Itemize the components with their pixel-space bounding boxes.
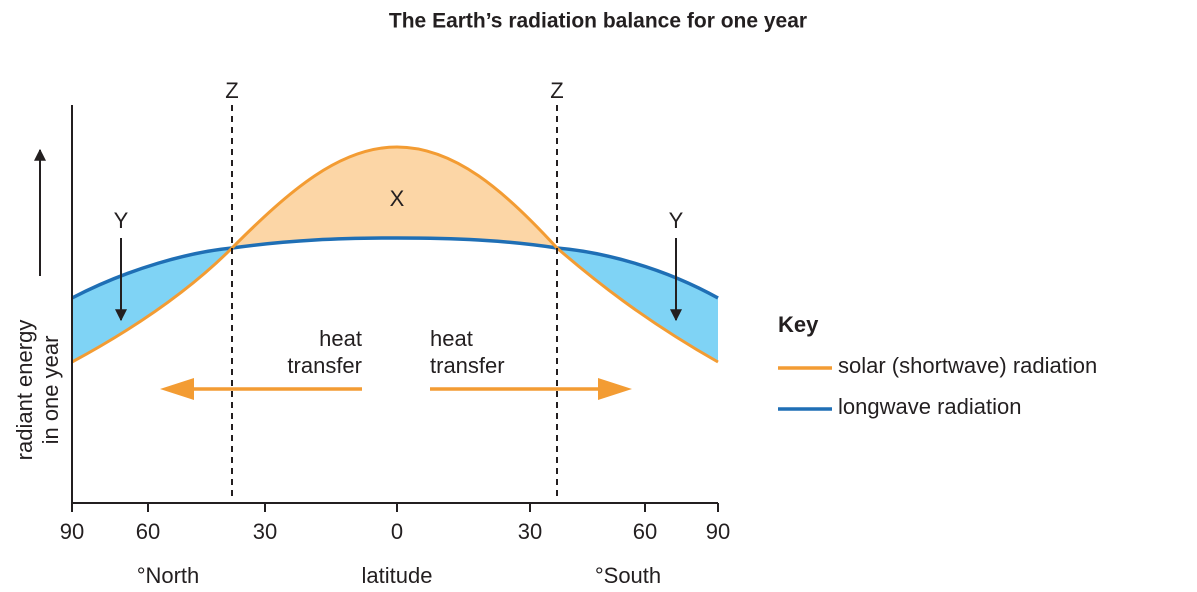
x-label: °South [595,563,661,588]
zone-label: Z [225,78,238,103]
heat-arrowhead [598,378,632,400]
y-axis-label: radiant energy [12,320,37,461]
longwave-curve [71,236,719,300]
zone-label: Z [550,78,563,103]
x-label: °North [137,563,200,588]
key-title: Key [778,312,819,337]
x-tick-label: 0 [391,519,403,544]
surplus-area [232,147,557,248]
x-tick-label: 90 [60,519,84,544]
y-axis-label: in one year [38,336,63,445]
key-label: longwave radiation [838,394,1021,419]
x-tick-label: 30 [253,519,277,544]
deficit-label: Y [114,208,129,233]
heat-transfer-label: heat [430,326,473,351]
deficit-area [557,248,718,362]
heat-transfer-label: transfer [430,353,505,378]
title: The Earth’s radiation balance for one ye… [389,10,807,33]
solar-curve [71,145,719,364]
heat-transfer-label: heat [319,326,362,351]
x-label: latitude [362,563,433,588]
deficit-label: Y [669,208,684,233]
x-ticks [71,503,719,512]
surplus-label: X [390,186,405,211]
heat-transfer-label: transfer [287,353,362,378]
x-tick-label: 60 [136,519,160,544]
heat-arrowhead [160,378,194,400]
x-tick-label: 90 [706,519,730,544]
key-label: solar (shortwave) radiation [838,353,1097,378]
x-tick-label: 30 [518,519,542,544]
x-tick-label: 60 [633,519,657,544]
deficit-area [72,248,232,362]
